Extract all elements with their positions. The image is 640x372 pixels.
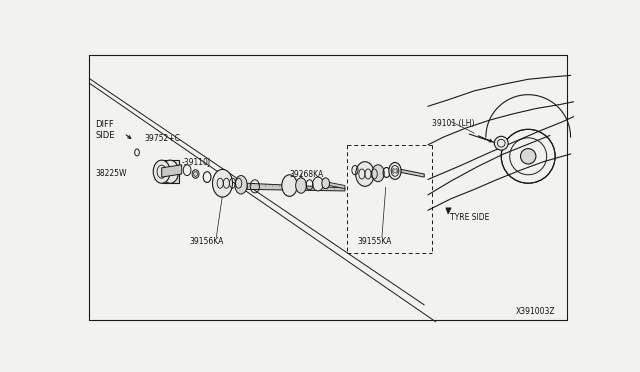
Ellipse shape bbox=[397, 170, 399, 172]
Ellipse shape bbox=[501, 129, 555, 183]
Ellipse shape bbox=[356, 162, 374, 186]
Text: 39101 (LH): 39101 (LH) bbox=[432, 119, 474, 128]
Ellipse shape bbox=[282, 175, 297, 196]
Ellipse shape bbox=[372, 165, 384, 182]
Ellipse shape bbox=[393, 169, 394, 170]
Polygon shape bbox=[446, 208, 451, 214]
Ellipse shape bbox=[396, 169, 397, 170]
Polygon shape bbox=[326, 182, 345, 189]
Ellipse shape bbox=[235, 176, 247, 194]
Ellipse shape bbox=[322, 178, 330, 189]
Text: DIFF
SIDE: DIFF SIDE bbox=[95, 120, 115, 140]
Ellipse shape bbox=[162, 160, 179, 183]
Ellipse shape bbox=[389, 163, 401, 179]
Ellipse shape bbox=[296, 178, 307, 193]
Text: X391003Z: X391003Z bbox=[516, 307, 556, 317]
Text: 39156KA: 39156KA bbox=[189, 237, 224, 246]
Ellipse shape bbox=[520, 148, 536, 164]
Text: 39155KA: 39155KA bbox=[357, 237, 392, 246]
Polygon shape bbox=[401, 169, 424, 177]
Ellipse shape bbox=[391, 170, 393, 172]
Polygon shape bbox=[247, 183, 345, 191]
Ellipse shape bbox=[393, 172, 394, 173]
Text: 39268KA: 39268KA bbox=[289, 170, 324, 179]
Ellipse shape bbox=[396, 172, 397, 173]
Text: TYRE SIDE: TYRE SIDE bbox=[450, 212, 489, 221]
Text: 39752+C: 39752+C bbox=[145, 134, 180, 143]
Text: 38225W: 38225W bbox=[95, 169, 127, 179]
Polygon shape bbox=[162, 160, 179, 183]
Text: -39110J: -39110J bbox=[182, 158, 211, 167]
Polygon shape bbox=[162, 165, 182, 177]
Ellipse shape bbox=[494, 136, 508, 150]
Ellipse shape bbox=[192, 170, 199, 178]
Ellipse shape bbox=[212, 169, 232, 197]
Ellipse shape bbox=[153, 160, 170, 183]
Ellipse shape bbox=[312, 177, 323, 191]
